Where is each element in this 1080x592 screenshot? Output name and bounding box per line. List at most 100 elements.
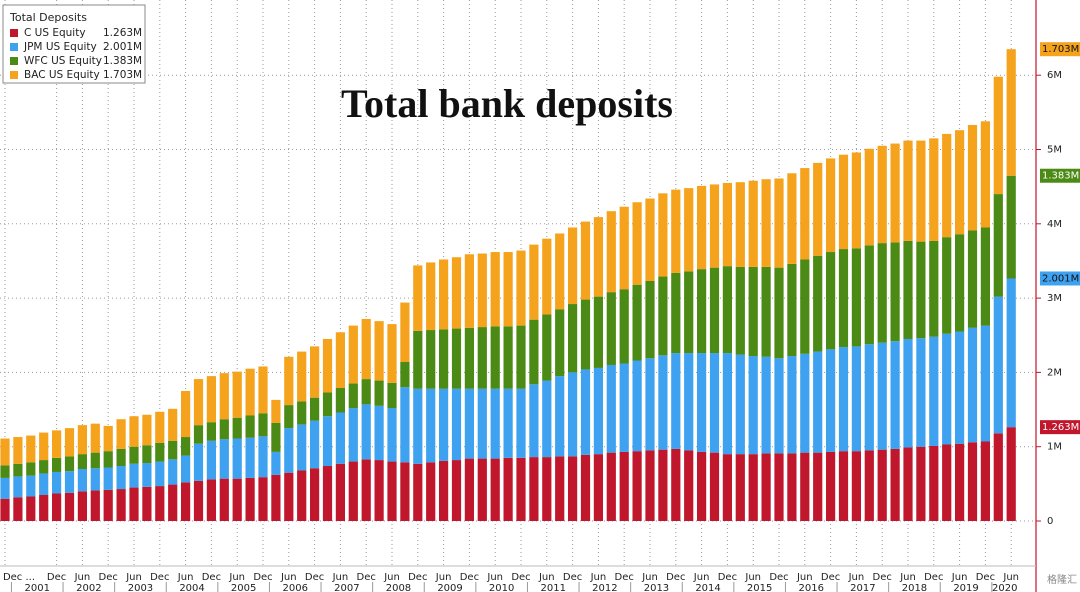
bar-segment	[52, 430, 62, 458]
bar-segment	[542, 380, 552, 458]
bar-segment	[13, 497, 23, 521]
bar-segment	[529, 457, 539, 521]
bar-segment	[516, 325, 526, 389]
bar-segment	[361, 404, 371, 460]
bar-segment	[64, 428, 75, 457]
bar-segment	[632, 202, 642, 285]
bar-segment	[232, 417, 242, 439]
bar-segment	[658, 276, 668, 356]
last-value-badge	[1040, 420, 1080, 435]
bar-segment	[877, 342, 887, 450]
bar-segment	[361, 459, 371, 521]
bar-segment	[864, 245, 874, 345]
bar-segment	[800, 168, 810, 260]
watermark: 格隆汇	[1047, 573, 1077, 586]
bar-segment	[903, 447, 913, 521]
x-tick-label: Dec ...	[3, 572, 35, 583]
bar-segment	[451, 257, 462, 329]
bar-segment	[542, 238, 552, 315]
bar-segment	[658, 449, 668, 521]
bar-segment	[464, 388, 474, 459]
bar-segment	[129, 463, 139, 488]
bar-segment	[684, 271, 694, 354]
bar-segment	[916, 446, 926, 521]
x-tick-label: Dec	[150, 572, 169, 583]
bar-segment	[400, 387, 410, 463]
bar-segment	[413, 330, 423, 389]
x-year-label: 2007	[334, 583, 359, 592]
bar-segment	[361, 379, 371, 405]
bar-segment	[851, 346, 861, 452]
bar-segment	[722, 353, 732, 455]
bar-segment	[658, 193, 668, 277]
bar-segment	[503, 457, 513, 521]
bar-segment	[787, 356, 797, 454]
last-value-label: 1.263M	[1042, 422, 1079, 433]
bar-segment	[632, 360, 642, 452]
bar-segment	[593, 217, 603, 297]
legend-swatch	[10, 29, 18, 37]
bar-segment	[271, 451, 281, 475]
bar-segment	[787, 173, 797, 264]
bar-segment	[774, 453, 784, 521]
bar-segment	[322, 338, 333, 393]
bar-segment	[64, 471, 75, 493]
bar-segment	[684, 188, 694, 272]
bar-segment	[813, 255, 823, 352]
bar-segment	[890, 448, 900, 521]
bar-segment	[800, 452, 810, 521]
bar-segment	[774, 178, 784, 268]
bar-segment	[116, 489, 126, 521]
x-tick-label: Dec	[253, 572, 272, 583]
bar-segment	[697, 353, 707, 452]
bar-segment	[387, 408, 397, 462]
bar-segment	[464, 254, 474, 328]
bar-segment	[181, 437, 191, 456]
bar-segment	[761, 266, 771, 357]
bar-segment	[90, 468, 100, 491]
x-year-label: 2009	[437, 583, 462, 592]
bar-segment	[735, 182, 745, 267]
bar-segment	[206, 440, 216, 480]
bar-segment	[967, 327, 978, 443]
bar-segment	[206, 479, 216, 521]
legend-label: C US Equity	[24, 27, 86, 39]
bar-segment	[606, 364, 616, 453]
legend-value: 1.383M	[103, 55, 142, 67]
legend: Total Deposits C US Equity 1.263M JPM US E…	[2, 4, 146, 84]
bar-segment	[671, 189, 681, 273]
bar-segment	[129, 416, 139, 447]
bar-segment	[568, 304, 578, 373]
bar-segment	[800, 353, 810, 453]
bar-segment	[426, 330, 436, 389]
bar-segment	[929, 240, 939, 337]
bar-segment	[606, 452, 616, 521]
bar-segment	[903, 140, 913, 241]
bar-segment	[903, 240, 913, 339]
bar-segment	[322, 416, 333, 467]
legend-title: Total Deposits	[9, 11, 87, 24]
bar-segment	[451, 328, 462, 389]
bar-segment	[671, 272, 681, 354]
bar-segment	[348, 461, 358, 521]
bar-segment	[13, 437, 23, 464]
bar-segment	[838, 154, 849, 250]
bar-segment	[297, 401, 307, 425]
bar-segment	[709, 353, 720, 453]
bar-segment	[129, 487, 139, 521]
bar-segment	[258, 413, 268, 437]
bar-segment	[39, 432, 49, 461]
bar-segment	[361, 318, 371, 380]
bar-segment	[748, 454, 758, 521]
bar-segment	[464, 458, 474, 521]
bar-segment	[787, 263, 797, 357]
x-tick-label: Jun	[383, 572, 400, 583]
bar-segment	[722, 454, 732, 521]
bar-segment	[890, 341, 900, 449]
bar-segment	[426, 462, 436, 521]
bar-segment	[52, 493, 62, 521]
x-year-label: 2020	[992, 583, 1017, 592]
bar-segment	[284, 356, 294, 406]
x-year-label: 2006	[283, 583, 308, 592]
bar-segment	[193, 379, 204, 426]
